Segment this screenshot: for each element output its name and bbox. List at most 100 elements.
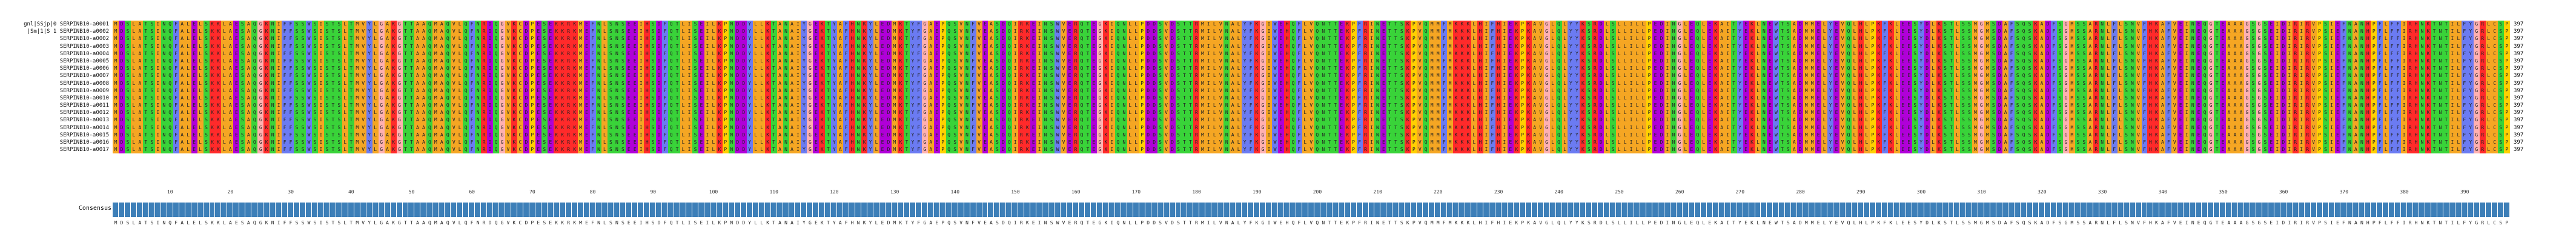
residue-cell[interactable]: Y bbox=[1574, 94, 1580, 102]
residue-cell[interactable]: T bbox=[142, 42, 149, 50]
residue-cell[interactable]: Q bbox=[2021, 50, 2027, 58]
residue-cell[interactable]: I bbox=[704, 35, 710, 43]
residue-cell[interactable]: S bbox=[311, 87, 318, 95]
residue-cell[interactable]: T bbox=[1730, 65, 1737, 73]
residue-cell[interactable]: Q bbox=[1846, 50, 1852, 58]
residue-cell[interactable]: S bbox=[994, 50, 1001, 58]
residue-cell[interactable]: R bbox=[2407, 65, 2414, 73]
residue-cell[interactable]: I bbox=[1368, 65, 1375, 73]
residue-cell[interactable]: F bbox=[469, 65, 475, 73]
residue-cell[interactable]: H bbox=[1495, 79, 1502, 87]
residue-cell[interactable]: R bbox=[2093, 28, 2099, 36]
residue-cell[interactable]: S bbox=[1399, 35, 1405, 43]
residue-cell[interactable]: V bbox=[1417, 35, 1423, 43]
residue-cell[interactable]: E bbox=[1688, 102, 1695, 110]
residue-cell[interactable]: R bbox=[481, 79, 488, 87]
residue-cell[interactable]: S bbox=[692, 35, 698, 43]
residue-cell[interactable]: A bbox=[927, 28, 934, 36]
residue-cell[interactable]: E bbox=[1743, 57, 1749, 65]
residue-cell[interactable]: K bbox=[263, 42, 270, 50]
residue-cell[interactable]: E bbox=[1507, 102, 1514, 110]
residue-cell[interactable]: K bbox=[1453, 94, 1460, 102]
residue-cell[interactable]: S bbox=[608, 94, 614, 102]
residue-cell[interactable]: D bbox=[1996, 72, 2003, 80]
residue-cell[interactable]: V bbox=[1537, 21, 1544, 28]
residue-cell[interactable]: P bbox=[2503, 87, 2510, 95]
residue-cell[interactable]: V bbox=[2135, 65, 2142, 73]
residue-cell[interactable]: I bbox=[1205, 109, 1212, 117]
residue-cell[interactable]: T bbox=[142, 21, 149, 28]
residue-cell[interactable]: K bbox=[2153, 28, 2160, 36]
residue-cell[interactable]: L bbox=[457, 87, 463, 95]
residue-cell[interactable]: I bbox=[1266, 109, 1272, 117]
residue-cell[interactable]: E bbox=[2220, 57, 2227, 65]
residue-cell[interactable]: Q bbox=[1290, 57, 1296, 65]
residue-cell[interactable]: L bbox=[873, 28, 880, 36]
residue-cell[interactable]: S bbox=[1157, 57, 1164, 65]
residue-cell[interactable]: R bbox=[481, 72, 488, 80]
residue-cell[interactable]: Y bbox=[801, 35, 807, 43]
residue-cell[interactable]: G bbox=[2208, 35, 2214, 43]
residue-cell[interactable]: F bbox=[2395, 87, 2402, 95]
residue-cell[interactable]: S bbox=[2015, 42, 2021, 50]
residue-cell[interactable]: I bbox=[317, 50, 324, 58]
residue-cell[interactable]: K bbox=[215, 109, 222, 117]
residue-cell[interactable]: F bbox=[2340, 57, 2347, 65]
residue-cell[interactable]: K bbox=[1513, 21, 1520, 28]
residue-cell[interactable]: T bbox=[903, 42, 910, 50]
residue-cell[interactable]: A bbox=[1718, 79, 1725, 87]
residue-cell[interactable]: D bbox=[1151, 21, 1157, 28]
residue-cell[interactable]: K bbox=[209, 72, 216, 80]
residue-cell[interactable]: I bbox=[2401, 72, 2408, 80]
residue-cell[interactable]: M bbox=[1984, 35, 1991, 43]
residue-cell[interactable]: L bbox=[1852, 102, 1858, 110]
residue-cell[interactable]: K bbox=[1465, 57, 1471, 65]
residue-cell[interactable]: G bbox=[1260, 65, 1266, 73]
residue-cell[interactable]: S bbox=[1157, 109, 1164, 117]
residue-cell[interactable]: L bbox=[1852, 57, 1858, 65]
residue-cell[interactable]: I bbox=[686, 65, 692, 73]
residue-cell[interactable]: G bbox=[2243, 79, 2250, 87]
residue-cell[interactable]: G bbox=[2208, 94, 2214, 102]
residue-cell[interactable]: D bbox=[740, 21, 747, 28]
residue-cell[interactable]: P bbox=[2316, 28, 2323, 36]
residue-cell[interactable]: L bbox=[2383, 94, 2389, 102]
residue-cell[interactable]: S bbox=[1399, 57, 1405, 65]
residue-cell[interactable]: I bbox=[2184, 42, 2190, 50]
residue-cell[interactable]: G bbox=[2208, 102, 2214, 110]
residue-cell[interactable]: Q bbox=[668, 87, 675, 95]
residue-cell[interactable]: N bbox=[2099, 35, 2105, 43]
residue-cell[interactable]: E bbox=[547, 87, 554, 95]
residue-cell[interactable]: N bbox=[2129, 57, 2136, 65]
residue-cell[interactable]: F bbox=[2165, 102, 2172, 110]
residue-cell[interactable]: F bbox=[589, 21, 596, 28]
residue-cell[interactable]: K bbox=[764, 42, 771, 50]
residue-cell[interactable]: K bbox=[1405, 50, 1411, 58]
residue-cell[interactable]: A bbox=[439, 109, 445, 117]
residue-cell[interactable]: I bbox=[704, 102, 710, 110]
residue-cell[interactable]: T bbox=[1332, 35, 1339, 43]
residue-cell[interactable]: Y bbox=[1737, 65, 1743, 73]
residue-cell[interactable]: Q bbox=[2202, 94, 2208, 102]
residue-cell[interactable]: A bbox=[227, 102, 234, 110]
residue-cell[interactable]: E bbox=[2334, 79, 2341, 87]
residue-cell[interactable]: K bbox=[215, 42, 222, 50]
residue-cell[interactable]: S bbox=[2027, 42, 2033, 50]
residue-cell[interactable]: V bbox=[1537, 28, 1544, 36]
residue-cell[interactable]: S bbox=[620, 50, 626, 58]
residue-cell[interactable]: H bbox=[2413, 79, 2420, 87]
residue-cell[interactable]: T bbox=[1084, 79, 1091, 87]
residue-cell[interactable]: L bbox=[1561, 28, 1568, 36]
residue-cell[interactable]: A bbox=[2238, 79, 2244, 87]
residue-cell[interactable]: S bbox=[2497, 72, 2504, 80]
residue-cell[interactable]: I bbox=[2184, 35, 2190, 43]
residue-cell[interactable]: T bbox=[329, 50, 336, 58]
residue-cell[interactable]: Q bbox=[1079, 65, 1085, 73]
residue-cell[interactable]: R bbox=[2304, 72, 2311, 80]
residue-cell[interactable]: N bbox=[1670, 28, 1677, 36]
residue-cell[interactable]: P bbox=[1139, 50, 1145, 58]
residue-cell[interactable]: M bbox=[891, 72, 898, 80]
residue-cell[interactable]: L bbox=[1302, 28, 1308, 36]
residue-cell[interactable]: A bbox=[420, 94, 427, 102]
residue-cell[interactable]: P bbox=[722, 94, 729, 102]
